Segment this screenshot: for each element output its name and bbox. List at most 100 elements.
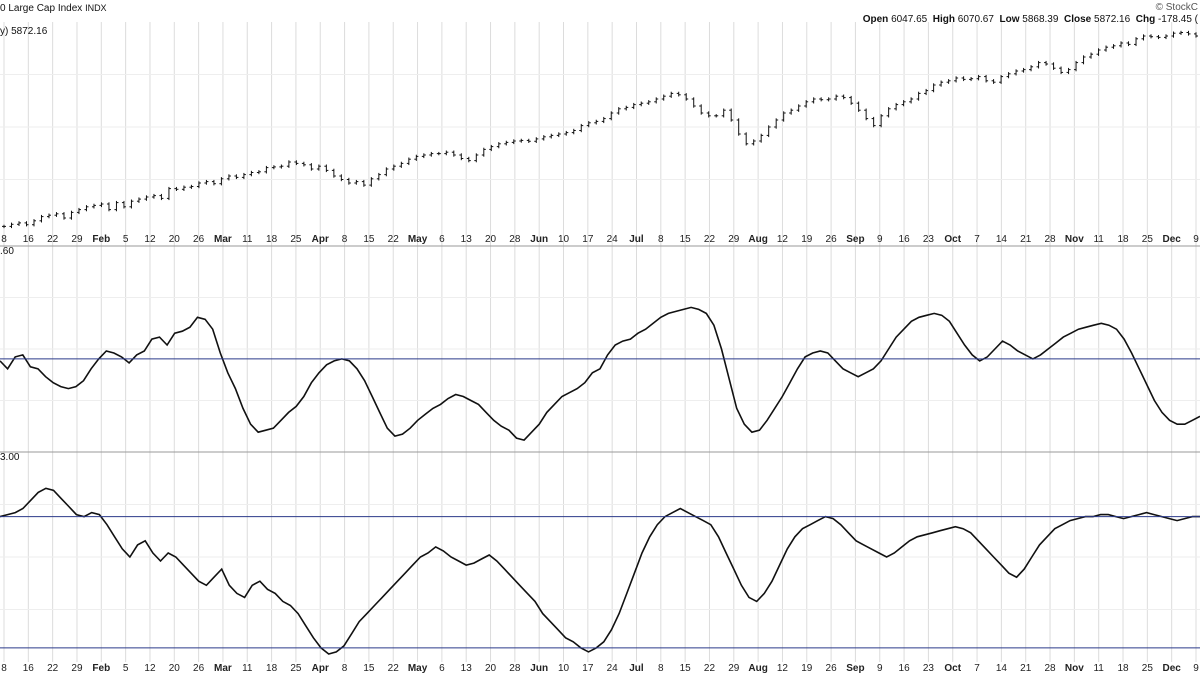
panel-3-scale-label: 3.00 [0,452,20,463]
x-tick-label: Jul [629,663,644,674]
x-tick-label: Feb [92,234,110,245]
x-tick-label: Nov [1065,663,1084,674]
x-tick-label: 9 [877,234,883,245]
x-tick-label: 20 [169,234,181,245]
x-tick-label: 11 [242,234,253,245]
x-tick-label: 16 [899,234,911,245]
x-tick-label: Aug [748,663,767,674]
x-tick-label: 28 [509,663,521,674]
x-tick-label: Mar [214,663,232,674]
x-tick-label: 18 [1117,234,1129,245]
x-tick-label: 13 [461,663,473,674]
x-tick-label: Sep [846,234,864,245]
x-tick-label: 13 [461,234,473,245]
x-tick-label: 23 [923,234,935,245]
x-tick-label: 12 [777,234,789,245]
x-tick-label: Oct [944,663,961,674]
x-tick-label: 14 [996,663,1008,674]
x-tick-label: Mar [214,234,232,245]
x-tick-label: Dec [1162,663,1181,674]
x-tick-label: 22 [704,234,716,245]
index-symbol: INDX [85,3,107,13]
x-tick-label: 7 [974,234,980,245]
x-tick-label: 21 [1020,663,1032,674]
x-tick-label: 29 [71,234,83,245]
x-tick-label: Nov [1065,234,1084,245]
x-tick-label: May [408,234,428,245]
x-tick-label: 7 [974,663,980,674]
x-tick-label: 25 [290,663,302,674]
x-tick-label: 10 [558,663,570,674]
index-name: 0 Large Cap Index [0,3,83,14]
ohlc-summary: Open 6047.65 High 6070.67 Low 5868.39 Cl… [862,14,1198,25]
x-tick-label: 17 [582,234,594,245]
x-tick-label: 11 [242,663,253,674]
x-tick-label: 8 [1,234,7,245]
x-tick-label: 18 [266,663,278,674]
x-tick-label: May [408,663,428,674]
x-tick-label: 11 [1093,663,1104,674]
x-tick-label: 19 [801,234,813,245]
x-tick-label: 25 [290,234,302,245]
x-tick-label: 16 [23,663,35,674]
x-tick-label: 15 [363,663,375,674]
x-tick-label: 22 [388,234,400,245]
x-tick-label: 9 [877,663,883,674]
x-tick-label: Jul [629,234,644,245]
indicator-2-line [0,487,1200,655]
x-tick-label: 21 [1020,234,1032,245]
x-tick-label: 23 [923,663,935,674]
brand-mark: © StockC [1155,2,1198,13]
x-tick-label: 8 [1,663,7,674]
chart-title: 0 Large Cap Index INDX [0,2,107,15]
x-tick-label: 11 [1093,234,1104,245]
x-tick-label: 29 [728,234,740,245]
x-tick-label: 8 [342,234,348,245]
x-tick-label: 15 [680,663,692,674]
x-tick-label: 24 [607,234,619,245]
x-tick-label: 5 [123,663,129,674]
x-tick-label: 28 [1044,663,1056,674]
x-tick-label: 12 [777,663,789,674]
x-tick-label: 26 [193,234,205,245]
x-tick-label: 22 [388,663,400,674]
x-tick-label: 18 [1117,663,1129,674]
x-tick-label: 16 [23,234,35,245]
x-tick-label: 25 [1142,663,1154,674]
x-tick-label: 22 [704,663,716,674]
x-tick-label: 26 [826,663,838,674]
x-tick-label: 20 [485,663,497,674]
x-tick-label: 22 [47,663,59,674]
last-price-label: y) 5872.16 [0,26,48,37]
x-tick-label: 14 [996,234,1008,245]
x-tick-label: 25 [1142,234,1154,245]
x-tick-label: Apr [312,663,329,674]
x-tick-label: 8 [658,234,664,245]
x-tick-label: 6 [439,234,445,245]
x-tick-label: 20 [169,663,181,674]
x-tick-label: Jun [530,663,548,674]
x-tick-label: 15 [363,234,375,245]
x-tick-label: Jun [530,234,548,245]
x-tick-label: 8 [658,663,664,674]
x-tick-label: 9 [1193,663,1199,674]
x-tick-label: 6 [439,663,445,674]
x-tick-label: 28 [509,234,521,245]
x-tick-label: 8 [342,663,348,674]
x-tick-label: 29 [71,663,83,674]
x-tick-label: 12 [144,663,156,674]
x-tick-label: 22 [47,234,59,245]
x-tick-label: Dec [1162,234,1181,245]
indicator-1-line [0,306,1200,441]
x-tick-label: 28 [1044,234,1056,245]
x-tick-label: 18 [266,234,278,245]
x-tick-label: 19 [801,663,813,674]
x-tick-label: 15 [680,234,692,245]
x-tick-label: 20 [485,234,497,245]
x-tick-label: Sep [846,663,864,674]
x-tick-label: 5 [123,234,129,245]
x-tick-label: 10 [558,234,570,245]
x-tick-label: 17 [582,663,594,674]
x-tick-label: 12 [144,234,156,245]
